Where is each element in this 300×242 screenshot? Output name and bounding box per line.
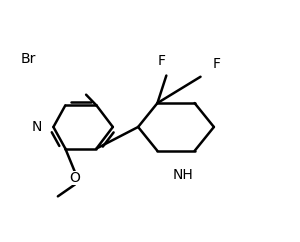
Text: O: O xyxy=(70,171,80,185)
Text: F: F xyxy=(212,57,220,71)
Text: NH: NH xyxy=(172,168,193,182)
Text: Br: Br xyxy=(21,52,36,66)
Text: N: N xyxy=(31,120,41,134)
Text: F: F xyxy=(158,54,166,68)
